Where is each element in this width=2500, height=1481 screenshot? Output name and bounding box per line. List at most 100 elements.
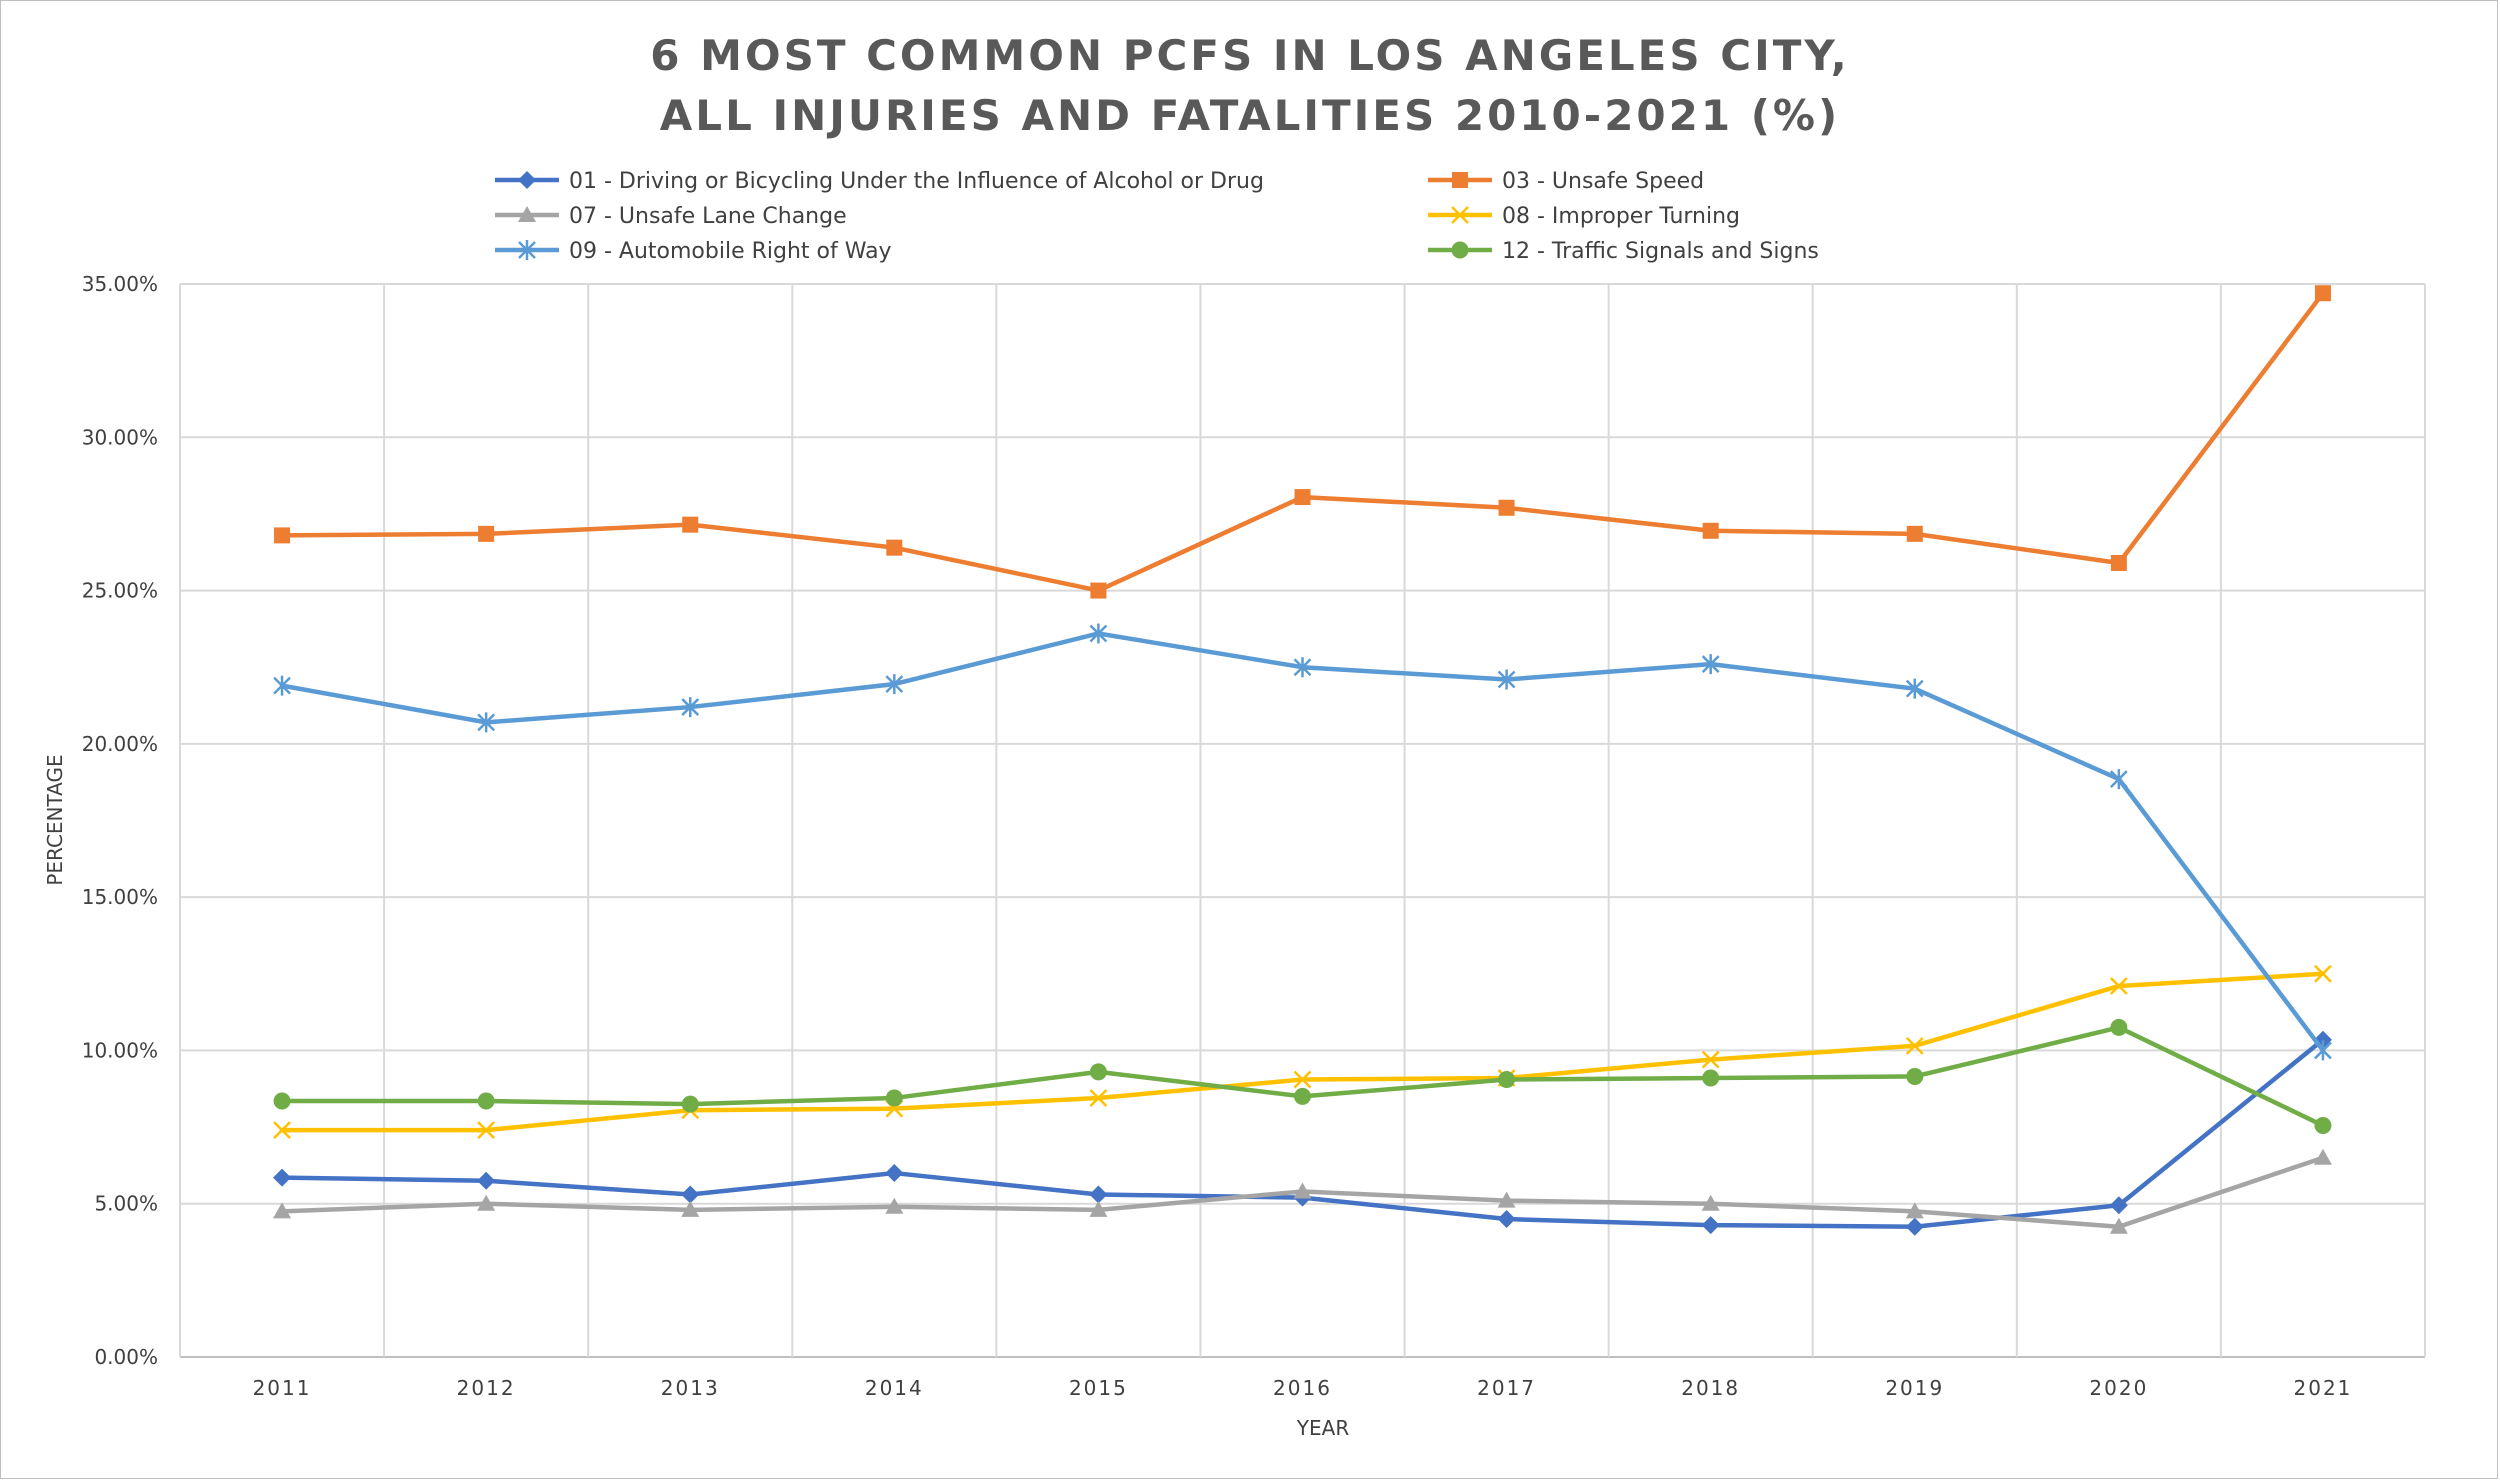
data-point [1293,1182,1312,1199]
data-point [2110,554,2127,571]
x-tick-label: 2020 [2089,1376,2148,1400]
data-point [2314,964,2332,983]
data-point [477,1171,496,1190]
legend-item-2: 07 - Unsafe Lane Change [495,204,847,229]
x-tick-label: 2014 [865,1376,924,1400]
x-tick-label: 2013 [661,1376,720,1400]
y-tick-label: 0.00% [94,1345,158,1369]
data-point [1497,669,1516,690]
legend-item-0: 01 - Driving or Bicycling Under the Infl… [495,169,1264,194]
legend-swatch-marker [518,171,536,189]
data-point [1089,1089,1108,1107]
data-point [2110,1018,2128,1036]
x-tick-label: 2011 [253,1376,312,1400]
legend-item-5: 12 - Traffic Signals and Signs [1428,239,1819,264]
data-point [477,1121,496,1140]
data-point [885,1164,904,1183]
legend-swatch-marker [1451,241,1469,259]
data-point [681,1185,700,1204]
data-point [1294,1087,1311,1105]
y-tick-label: 10.00% [82,1038,158,1062]
y-tick-label: 35.00% [82,272,158,296]
data-point [1497,1210,1516,1229]
data-point [273,675,291,696]
data-point [1089,1200,1108,1217]
y-tick-label: 5.00% [94,1192,158,1216]
x-tick-label: 2021 [2294,1376,2353,1400]
data-point [273,1168,292,1187]
x-axis-tick-labels: 2011 2012 2013 2014 2015 2016 2017 2018 2019 2020… [253,1376,2353,1400]
series-5 [273,1018,2332,1135]
data-point [273,1121,291,1140]
data-point [681,1200,700,1217]
data-point [1089,623,1108,644]
data-point [1905,1202,1924,1219]
data-point [885,1197,904,1214]
data-point [1905,1217,1924,1236]
legend-swatch-marker [518,240,536,260]
data-point [1701,654,1720,675]
data-point [273,1202,292,1219]
legend-label: 03 - Unsafe Speed [1502,169,1704,194]
x-tick-label: 2019 [1885,1376,1944,1400]
data-point [681,697,700,718]
data-point [2109,1196,2128,1215]
legend-label: 08 - Improper Turning [1502,204,1740,229]
legend-swatch-marker [518,206,536,222]
y-tick-label: 15.00% [82,885,158,909]
legend-swatch-marker [1451,206,1469,224]
data-point [1702,522,1719,539]
x-tick-label: 2012 [457,1376,516,1400]
data-point [885,1089,903,1107]
legend-item-1: 03 - Unsafe Speed [1428,169,1704,194]
x-tick-label: 2016 [1273,1376,1332,1400]
data-point [885,674,904,695]
legend: 01 - Driving or Bicycling Under the Infl… [495,169,1819,264]
data-point [2314,1117,2332,1135]
data-point [1905,1036,1924,1055]
data-point [1294,489,1311,506]
y-axis-title: PERCENTAGE [43,754,67,885]
legend-item-3: 08 - Improper Turning [1428,204,1740,229]
chart-title-line-2: ALL INJURIES AND FATALITIES 2010-2021 (%… [659,91,1841,140]
data-point [681,1095,699,1113]
y-tick-label: 30.00% [82,425,158,449]
data-point [682,516,699,533]
data-point [1701,1216,1720,1235]
data-point [1293,657,1312,678]
data-point [2109,1217,2128,1234]
series-lines [273,285,2332,1236]
y-axis-tick-labels: 0.00% 5.00% 10.00% 15.00% 20.00% 25.00% 30.00%… [82,272,158,1369]
data-point [477,712,496,733]
data-point [1906,525,1923,542]
legend-label: 07 - Unsafe Lane Change [569,204,847,229]
data-point [273,1092,291,1110]
data-point [1089,1185,1108,1204]
legend-label: 01 - Driving or Bicycling Under the Infl… [569,169,1264,194]
data-point [1905,678,1924,699]
legend-swatch-marker [1452,172,1468,188]
data-point [886,539,903,556]
legend-item-4: 09 - Automobile Right of Way [495,239,892,264]
data-point [1497,1191,1516,1208]
data-point [478,525,495,542]
data-point [2109,769,2128,790]
series-2 [273,1148,2332,1234]
gridlines [179,283,2426,1358]
data-point [274,527,291,544]
series-1 [274,285,2331,599]
y-tick-label: 25.00% [82,579,158,603]
data-point [1702,1069,1720,1087]
legend-label: 09 - Automobile Right of Way [569,239,892,264]
data-point [1701,1194,1720,1211]
x-tick-label: 2018 [1681,1376,1740,1400]
data-point [1090,582,1107,599]
x-tick-label: 2017 [1477,1376,1536,1400]
data-point [1498,1071,1516,1089]
chart-title: 6 MOST COMMON PCFS IN LOS ANGELES CITY, … [0,26,2500,146]
data-point [2313,1148,2332,1165]
data-point [2314,1040,2332,1061]
legend-label: 12 - Traffic Signals and Signs [1502,239,1819,264]
